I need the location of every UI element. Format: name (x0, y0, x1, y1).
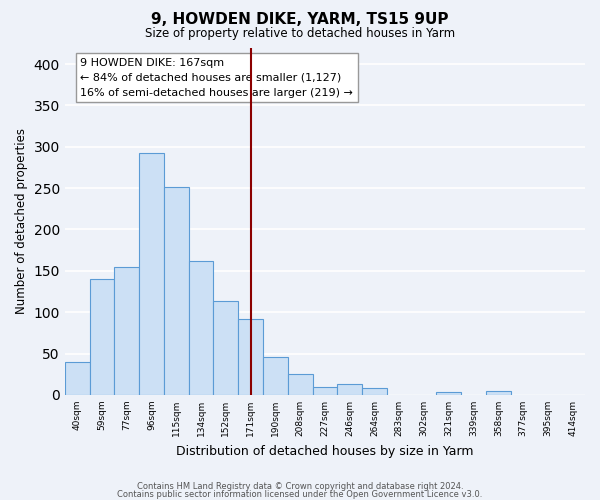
Bar (188, 261, 214, 395)
Bar (65, 362, 89, 395)
Text: Contains HM Land Registry data © Crown copyright and database right 2024.: Contains HM Land Registry data © Crown c… (137, 482, 463, 491)
X-axis label: Distribution of detached houses by size in Yarm: Distribution of detached houses by size … (176, 444, 473, 458)
Bar (164, 188, 188, 395)
Bar (89, 279, 115, 395)
Y-axis label: Number of detached properties: Number of detached properties (15, 128, 28, 314)
Text: 9, HOWDEN DIKE, YARM, TS15 9UP: 9, HOWDEN DIKE, YARM, TS15 9UP (151, 12, 449, 28)
Bar (214, 302, 238, 395)
Bar (436, 392, 461, 395)
Bar (238, 319, 263, 395)
Text: Size of property relative to detached houses in Yarm: Size of property relative to detached ho… (145, 28, 455, 40)
Text: 9 HOWDEN DIKE: 167sqm
← 84% of detached houses are smaller (1,127)
16% of semi-d: 9 HOWDEN DIKE: 167sqm ← 84% of detached … (80, 58, 353, 98)
Bar (139, 152, 164, 395)
Bar (313, 386, 337, 395)
Bar (288, 374, 313, 395)
Bar (263, 357, 288, 395)
Text: Contains public sector information licensed under the Open Government Licence v3: Contains public sector information licen… (118, 490, 482, 499)
Bar (362, 388, 387, 395)
Bar (115, 266, 139, 395)
Bar (486, 391, 511, 395)
Bar (337, 384, 362, 395)
